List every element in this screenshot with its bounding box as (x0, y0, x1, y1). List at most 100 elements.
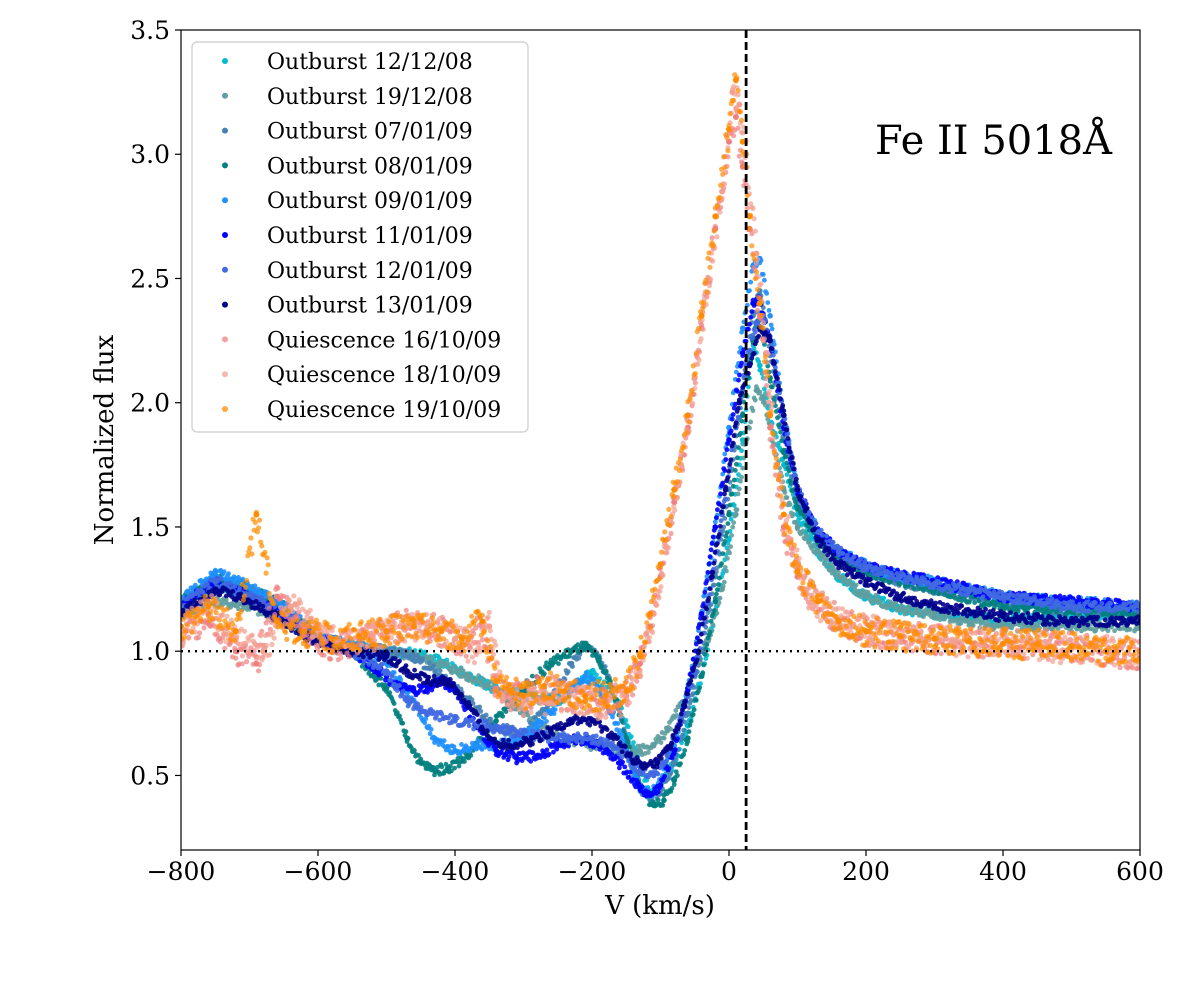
scatter-point (738, 478, 743, 484)
scatter-point (716, 582, 721, 587)
scatter-point (658, 740, 664, 745)
scatter-point (747, 288, 752, 293)
scatter-point (462, 759, 467, 764)
scatter-point (720, 551, 726, 556)
scatter-point (625, 724, 631, 730)
scatter-point (818, 557, 824, 562)
scatter-point (966, 599, 972, 605)
scatter-point (748, 279, 754, 285)
scatter-point (691, 707, 697, 713)
scatter-point (725, 556, 730, 561)
scatter-point (445, 661, 451, 667)
scatter-point (427, 731, 433, 737)
scatter-point (439, 764, 445, 770)
scatter-point (727, 550, 732, 556)
scatter-point (735, 455, 740, 461)
scatter-point (556, 661, 561, 667)
scatter-point (655, 797, 661, 803)
data-point (431, 735, 438, 741)
scatter-point (693, 697, 699, 703)
data-point (582, 643, 588, 649)
scatter-point (441, 738, 447, 744)
data-point (794, 504, 801, 510)
scatter-point (619, 718, 625, 724)
scatter-point (752, 397, 758, 403)
data-point (726, 536, 732, 543)
scatter-point (747, 425, 752, 431)
scatter-point (731, 477, 737, 483)
scatter-point (609, 752, 615, 757)
scatter-point (852, 587, 858, 593)
scatter-point (722, 565, 728, 570)
scatter-point (728, 516, 734, 522)
data-point (757, 362, 763, 369)
data-point (835, 573, 842, 580)
scatter-point (972, 600, 978, 605)
scatter-point (760, 272, 766, 277)
scatter-point (594, 672, 599, 678)
data-point (733, 511, 739, 518)
data-point (548, 660, 554, 667)
scatter-point (911, 586, 917, 591)
data-point (212, 568, 219, 575)
data-point (863, 593, 869, 600)
scatter-point (717, 595, 723, 601)
data-point (404, 735, 410, 741)
scatter-point (731, 503, 737, 508)
data-point (493, 718, 499, 724)
scatter-point (736, 445, 741, 450)
data-point (753, 387, 760, 394)
scatter-point (725, 521, 731, 526)
scatter-point (717, 575, 722, 581)
scatter-point (615, 721, 621, 726)
scatter-point (784, 460, 790, 466)
scatter-point (539, 719, 545, 725)
data-point (589, 668, 595, 674)
scatter-point (544, 747, 550, 753)
scatter-point (552, 707, 558, 712)
scatter-point (769, 326, 775, 332)
scatter-point (223, 597, 229, 603)
scatter-point (631, 740, 636, 745)
scatter-point (400, 720, 406, 726)
scatter-point (690, 712, 696, 717)
scatter-point (544, 719, 549, 724)
scatter-point (688, 718, 694, 724)
scatter-point (707, 629, 713, 635)
data-point (472, 742, 479, 749)
scatter-point (428, 726, 434, 732)
scatter-point (764, 291, 770, 296)
scatter-point (431, 663, 436, 668)
scatter-point (619, 732, 625, 738)
data-point (582, 673, 588, 679)
scatter-point (565, 669, 571, 675)
scatter-point (476, 739, 482, 744)
scatter-point (728, 544, 733, 549)
scatter-point (807, 539, 812, 545)
scatter-point (452, 765, 457, 771)
scatter-point (682, 748, 688, 753)
scatter-point (500, 713, 506, 719)
data-point (661, 797, 667, 804)
scatter-point (787, 502, 793, 507)
scatter-point (698, 681, 703, 686)
scatter-point (711, 582, 717, 588)
scatter-point (736, 486, 742, 492)
scatter-point (766, 308, 772, 313)
scatter-point (775, 415, 780, 421)
scatter-point (680, 732, 685, 738)
scatter-point (660, 802, 666, 808)
scatter-point (794, 520, 799, 526)
data-point (664, 727, 671, 734)
data-point (726, 511, 732, 518)
scatter-point (628, 734, 634, 739)
scatter-point (715, 587, 720, 593)
data-point (548, 710, 554, 717)
scatter-point (958, 620, 964, 626)
scatter-point (731, 520, 737, 525)
scatter-point (881, 595, 887, 601)
scatter-point (739, 418, 744, 424)
scatter-point (690, 691, 696, 696)
scatter-point (673, 708, 679, 713)
